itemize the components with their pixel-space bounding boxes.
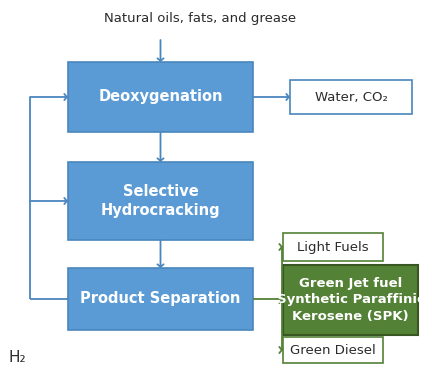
Text: Water, CO₂: Water, CO₂ [314,91,388,103]
Text: Green Diesel: Green Diesel [290,343,376,357]
Text: Product Separation: Product Separation [80,291,241,307]
Bar [290,80,412,114]
Bar [68,62,253,132]
Text: Natural oils, fats, and grease: Natural oils, fats, and grease [104,12,296,25]
Bar [68,162,253,240]
Bar [283,265,418,335]
Bar [283,337,383,363]
Text: Light Fuels: Light Fuels [297,241,369,254]
Bar [68,268,253,330]
Text: Green Jet fuel
Synthetic Paraffinic
Kerosene (SPK): Green Jet fuel Synthetic Paraffinic Kero… [276,277,424,323]
Text: Selective
Hydrocracking: Selective Hydrocracking [101,184,220,218]
Bar [283,233,383,261]
Text: Deoxygenation: Deoxygenation [98,89,223,105]
Text: H₂: H₂ [8,350,25,365]
